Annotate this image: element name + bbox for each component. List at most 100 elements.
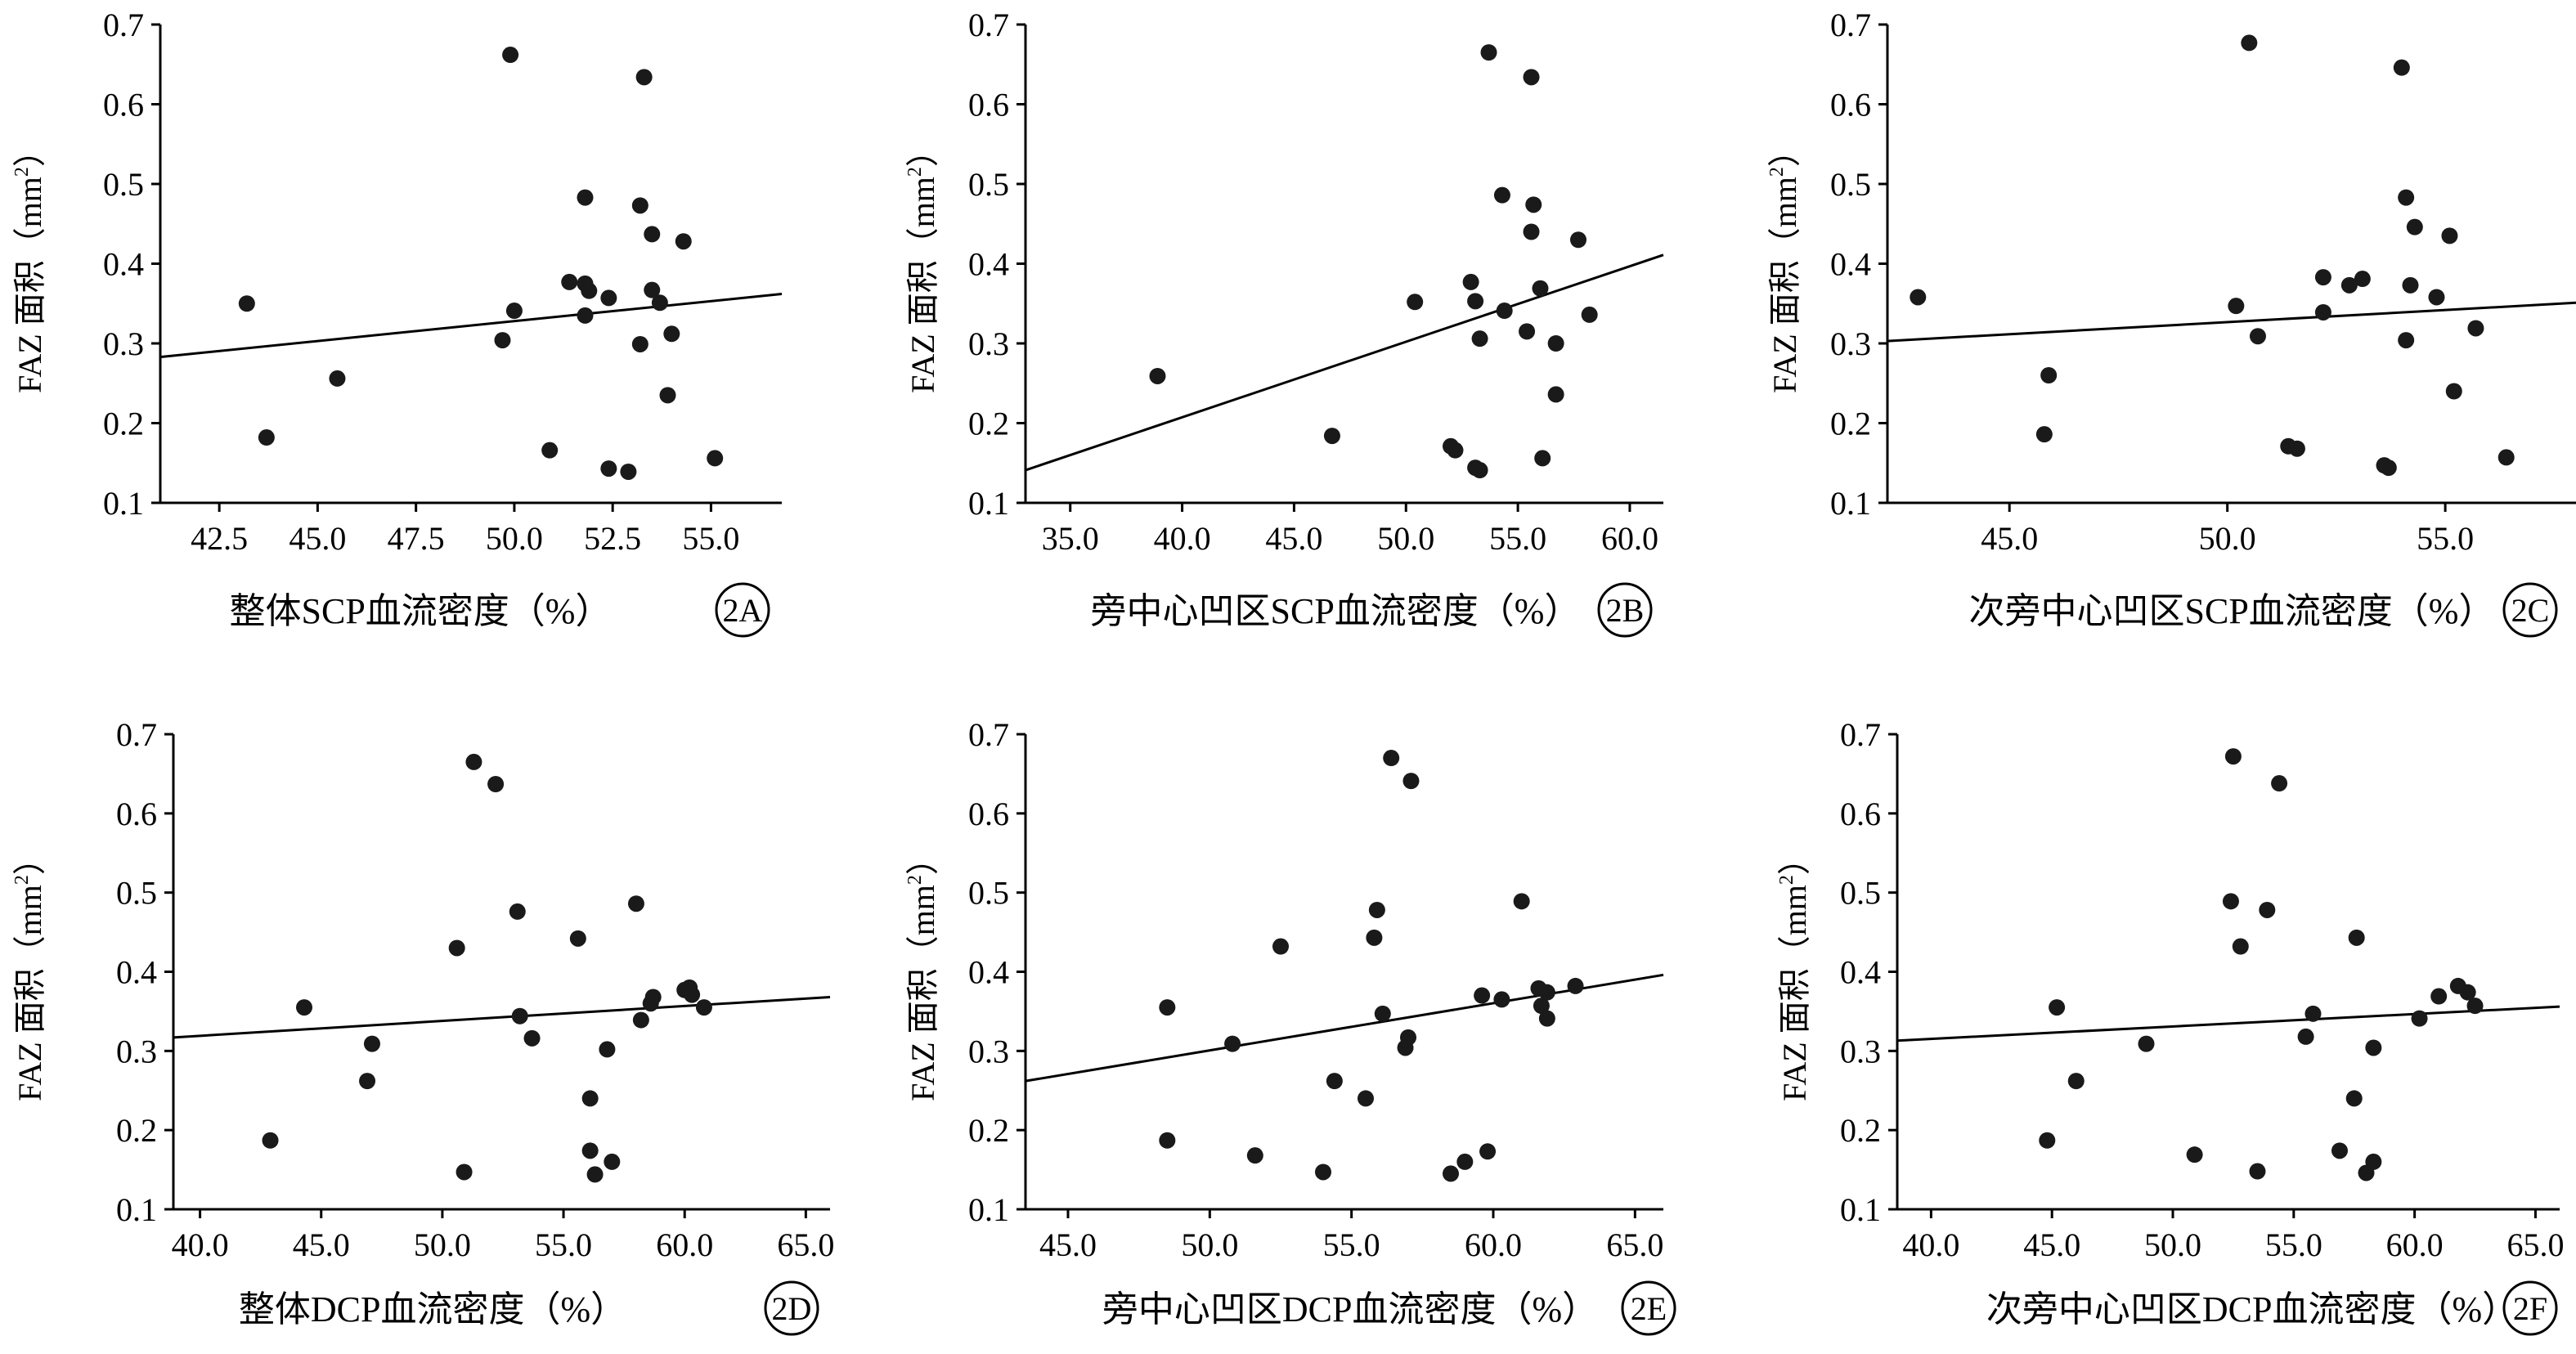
data-point [604, 1153, 621, 1170]
data-point [586, 1166, 604, 1183]
x-tick-label: 50.0 [1377, 520, 1434, 557]
data-point [2398, 189, 2415, 206]
y-tick-label: 0.4 [103, 246, 144, 283]
data-point [1159, 1132, 1176, 1149]
x-tick-label: 65.0 [2506, 1226, 2564, 1263]
y-tick-label: 0.7 [1830, 7, 1871, 43]
data-point [2297, 1028, 2314, 1045]
data-point [1493, 186, 1510, 204]
panel-badge-label: 2E [1631, 1290, 1667, 1327]
data-point [487, 776, 505, 793]
data-point [2380, 460, 2397, 477]
y-axis-label-close: ） [904, 134, 941, 167]
panel-badge-circle [2502, 582, 2558, 638]
panel-badge-label: 2F [2513, 1290, 2547, 1327]
data-point [2049, 999, 2066, 1016]
data-point [581, 1142, 599, 1159]
y-axis-label: FAZ 面积（mm2） [904, 842, 941, 1101]
data-point [1547, 386, 1564, 403]
x-tick-label: 45.0 [289, 520, 346, 557]
y-tick-label: 0.5 [968, 166, 1009, 203]
data-point [1519, 323, 1536, 340]
y-tick-label: 0.6 [103, 87, 144, 123]
y-tick-label: 0.4 [1830, 246, 1871, 283]
data-point [1402, 773, 1420, 790]
data-point [2331, 1142, 2348, 1159]
data-point [581, 1090, 599, 1107]
data-point [1447, 442, 1464, 459]
y-tick-label: 0.7 [116, 716, 157, 753]
data-point [1159, 999, 1176, 1016]
x-tick-label: 45.0 [293, 1226, 350, 1263]
data-point [1400, 1029, 1416, 1046]
scatter-panel-2a: 0.1 0.2 0.3 0.4 0.5 0.6 0.7 42.5 45.0 47.5 50.0 52.… [11, 7, 783, 638]
data-point [2345, 1090, 2363, 1107]
data-point [2314, 303, 2331, 321]
data-point [1581, 306, 1598, 323]
data-point [1523, 223, 1540, 240]
data-point [2314, 269, 2331, 286]
data-point [2398, 332, 2415, 349]
y-tick-label: 0.3 [968, 325, 1009, 362]
scatter-panel-2c: 0.1 0.2 0.3 0.4 0.5 0.6 0.7 45.0 50.0 55.0 FAZ 面积（… [1766, 7, 2576, 638]
data-point [2348, 929, 2365, 946]
data-point [2271, 775, 2288, 792]
data-point [631, 335, 648, 352]
data-point [1315, 1163, 1331, 1181]
trend-line [1025, 253, 1664, 472]
y-axis-label: FAZ 面积（mm2） [904, 134, 941, 393]
data-point [651, 294, 668, 312]
y-tick-label: 0.6 [116, 796, 157, 832]
x-tick-label: 55.0 [1489, 520, 1546, 557]
panel-badge-circle [1621, 1280, 1676, 1336]
y-tick-label: 0.3 [968, 1033, 1009, 1069]
trend-line [1887, 301, 2576, 343]
y-tick-label: 0.4 [1840, 954, 1881, 991]
y-axis-label-sup: 2 [1766, 167, 1788, 177]
data-point [1326, 1073, 1343, 1090]
x-tick-label: 60.0 [1601, 520, 1658, 557]
data-point [1474, 987, 1491, 1004]
data-point [1525, 196, 1542, 213]
y-tick-label: 0.4 [968, 954, 1009, 991]
x-tick-label: 45.0 [1039, 1226, 1097, 1263]
panel-badge-label: 2A [723, 592, 763, 629]
y-tick-label: 0.1 [968, 485, 1009, 522]
y-tick-label: 0.6 [968, 87, 1009, 123]
y-axis-label: FAZ 面积（mm2） [1776, 842, 1813, 1101]
x-tick-label: 40.0 [172, 1226, 229, 1263]
data-point [262, 1132, 279, 1149]
panel-badge-circle [2502, 1280, 2558, 1336]
y-axis-label: FAZ 面积（mm2） [11, 134, 48, 393]
y-tick-label: 0.5 [103, 166, 144, 203]
x-tick-label: 55.0 [535, 1226, 592, 1263]
y-tick-label: 0.4 [116, 954, 157, 991]
data-point [2039, 1132, 2056, 1149]
y-axis-label-sup: 2 [11, 875, 33, 885]
data-point [2035, 426, 2053, 443]
x-axis-label: 整体SCP血流密度（%） [230, 591, 612, 631]
data-point [2224, 748, 2242, 765]
y-axis-label-main: FAZ 面积（mm [11, 177, 48, 393]
data-point [684, 986, 701, 1003]
x-tick-label: 50.0 [1181, 1226, 1238, 1263]
data-point [2232, 938, 2249, 955]
data-point [1467, 293, 1484, 310]
x-tick-label: 40.0 [1154, 520, 1211, 557]
y-axis-label-close: ） [1776, 842, 1813, 875]
x-tick-label: 35.0 [1042, 520, 1099, 557]
y-tick-label: 0.1 [1830, 485, 1871, 522]
data-point [1456, 1153, 1474, 1170]
data-point [2402, 276, 2419, 294]
x-axis-label: 旁中心凹区DCP血流密度（%） [1102, 1289, 1598, 1329]
data-point [238, 295, 255, 312]
data-point [1538, 1010, 1555, 1027]
data-point [663, 325, 680, 343]
y-tick-label: 0.2 [116, 1112, 157, 1149]
data-point [359, 1073, 376, 1090]
y-tick-label: 0.2 [968, 1112, 1009, 1149]
data-point [635, 69, 653, 86]
y-axis-label: FAZ 面积（mm2） [1766, 134, 1803, 393]
scatter-panel-2d: 0.1 0.2 0.3 0.4 0.5 0.6 0.7 40.0 45.0 50.0 55.0 60.… [11, 716, 834, 1336]
data-point [2441, 227, 2458, 244]
